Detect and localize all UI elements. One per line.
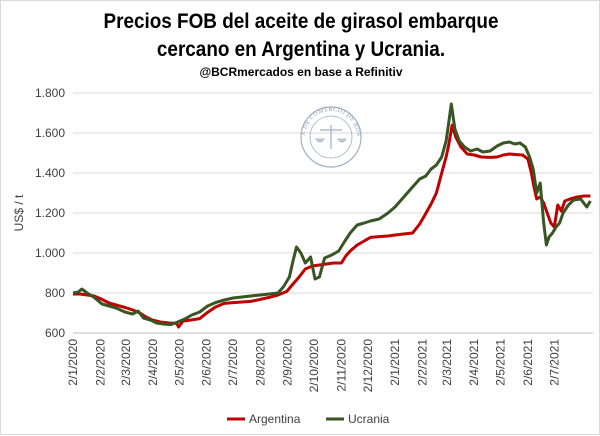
y-axis-label: US$ / t <box>12 194 26 231</box>
x-tick-label: 2/12/2020 <box>361 339 375 393</box>
y-tick-label: 600 <box>45 326 65 340</box>
seal-inner-ring <box>309 115 353 159</box>
legend-label-ucrania: Ucrania <box>348 412 390 426</box>
x-tick-label: 2/5/2021 <box>494 339 508 386</box>
x-tick-label: 2/3/2021 <box>440 339 454 386</box>
gridlines <box>73 92 593 334</box>
x-tick-label: 2/2/2021 <box>415 339 429 386</box>
x-tick-label: 2/5/2020 <box>172 339 186 386</box>
y-tick-label: 1.400 <box>35 166 65 180</box>
seal-outer-ring <box>300 106 362 168</box>
chart-subtitle: @BCRmercados en base a Refinitiv <box>199 65 403 79</box>
chart-title-line2: cercano en Argentina y Ucrania. <box>156 38 446 61</box>
x-tick-label: 2/1/2020 <box>66 339 80 386</box>
legend-label-argentina: Argentina <box>249 412 301 426</box>
x-tick-label: 2/1/2021 <box>388 339 402 386</box>
series-line-ucrania <box>72 102 592 327</box>
series-line-argentina <box>73 123 591 329</box>
x-tick-label: 2/4/2020 <box>146 339 160 386</box>
y-tick-label: 800 <box>45 286 65 300</box>
x-tick-label: 2/7/2021 <box>547 339 561 386</box>
y-tick-label: 1.000 <box>35 246 65 260</box>
y-axis-ticks: 600 800 1.000 1.200 1.400 1.600 1.800 <box>35 86 65 340</box>
seal-lettering: BOLSA DE COMERCIO DE ROSARIO <box>1 1 361 137</box>
x-tick-label: 2/8/2020 <box>253 339 267 386</box>
x-tick-label: 2/11/2020 <box>334 339 348 392</box>
x-tick-label: 2/3/2020 <box>119 339 133 386</box>
y-tick-label: 1.600 <box>35 126 65 140</box>
chart-title-line1: Precios FOB del aceite de girasol embarq… <box>103 10 499 33</box>
x-tick-label: 2/7/2020 <box>226 339 240 386</box>
legend: Argentina Ucrania <box>227 412 390 426</box>
series-lines <box>72 102 592 329</box>
watermark-seal: BOLSA DE COMERCIO DE ROSARIO <box>1 1 362 168</box>
x-tick-label: 2/9/2020 <box>281 339 295 386</box>
y-tick-label: 1.800 <box>35 86 65 100</box>
x-tick-label: 2/4/2021 <box>467 339 481 386</box>
seal-emblem-pans <box>315 138 347 143</box>
x-axis-ticks: 2/1/2020 2/2/2020 2/3/2020 2/4/2020 2/5/2020… <box>66 339 561 393</box>
y-tick-label: 1.200 <box>35 206 65 220</box>
x-tick-label: 2/6/2020 <box>200 339 214 386</box>
x-tick-label: 2/6/2021 <box>521 339 535 386</box>
x-tick-label: 2/10/2020 <box>307 339 321 393</box>
x-tick-label: 2/2/2020 <box>93 339 107 386</box>
